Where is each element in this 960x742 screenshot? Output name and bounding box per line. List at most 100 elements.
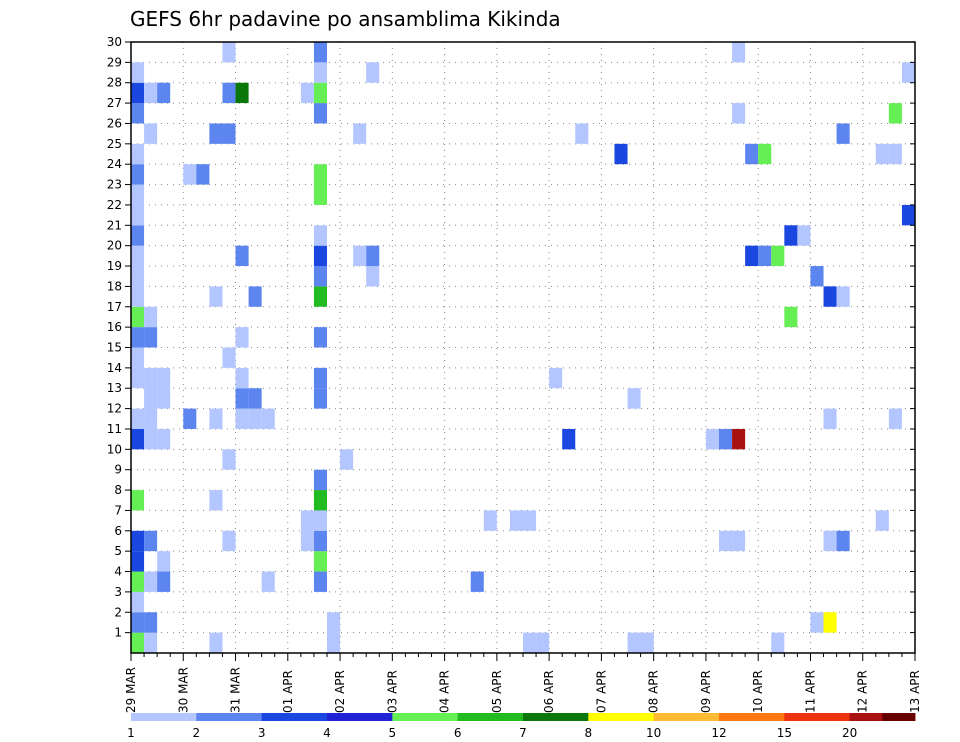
precip-cell <box>300 510 314 531</box>
precip-cell <box>209 123 223 144</box>
precip-cell <box>222 42 236 63</box>
precip-cell <box>131 408 145 429</box>
precip-cell <box>313 327 327 348</box>
precip-cell <box>131 367 145 389</box>
precip-cell <box>313 42 327 63</box>
precip-cell <box>313 103 327 124</box>
precip-cell <box>640 632 654 653</box>
precip-cell <box>131 103 145 124</box>
precip-cell <box>157 82 171 104</box>
colorbar-segment <box>784 713 851 721</box>
precip-cell <box>222 347 236 368</box>
precip-cell <box>888 143 902 165</box>
y-tick-label: 22 <box>107 198 122 212</box>
precip-cell <box>313 510 327 531</box>
x-tick-label: 12 APR <box>856 670 870 713</box>
precip-cell <box>131 204 145 226</box>
precip-cell <box>157 367 171 389</box>
colorbar-segment <box>196 713 263 721</box>
precip-cell <box>144 428 158 450</box>
precip-cell <box>313 184 327 205</box>
precip-cell <box>366 266 380 287</box>
precip-cell <box>131 164 145 185</box>
precip-cell <box>509 510 523 531</box>
precip-cell <box>248 408 262 429</box>
precip-cell <box>797 225 811 246</box>
precip-cell <box>470 571 484 592</box>
x-tick-label: 13 APR <box>908 670 922 713</box>
y-tick-label: 30 <box>107 35 122 49</box>
precip-cell <box>131 530 145 552</box>
precip-cell <box>131 225 145 246</box>
precip-cell <box>144 632 158 653</box>
precip-cell <box>313 530 327 552</box>
x-tick-label: 08 APR <box>647 670 661 713</box>
precip-cell <box>732 530 746 552</box>
precip-cell <box>300 82 314 104</box>
precip-cell <box>248 388 262 409</box>
precip-cell <box>144 530 158 552</box>
precip-cell <box>327 632 341 653</box>
precip-cell <box>131 62 145 83</box>
precip-cell <box>131 245 145 267</box>
precip-cell <box>313 571 327 592</box>
precip-cell <box>875 510 889 531</box>
precip-cell <box>758 143 772 165</box>
precip-cell <box>719 428 733 450</box>
precip-cell <box>131 347 145 368</box>
precip-cell <box>235 82 249 104</box>
colorbar-segment <box>261 713 328 721</box>
colorbar-label: 1 <box>127 726 135 740</box>
y-tick-label: 15 <box>107 341 122 355</box>
precip-cell <box>261 571 275 592</box>
precip-cell <box>209 490 223 511</box>
precip-cell <box>313 164 327 185</box>
precip-cell <box>131 327 145 348</box>
precip-cell <box>313 82 327 104</box>
precip-cell <box>313 490 327 511</box>
y-tick-label: 12 <box>107 402 122 416</box>
precip-cell <box>758 245 772 267</box>
x-axis: 29 MAR 30 MAR 31 MAR 01 APR 02 APR 03 APR 04 A… <box>124 653 922 713</box>
y-tick-label: 7 <box>114 503 122 517</box>
precip-cell <box>235 327 249 348</box>
x-tick-label: 03 APR <box>385 670 399 713</box>
colorbar-segment <box>327 713 393 721</box>
colorbar-label: 4 <box>323 726 331 740</box>
precip-cell <box>875 143 889 165</box>
precip-cell <box>144 571 158 592</box>
precip-cell <box>235 408 249 429</box>
colorbar-label: 3 <box>258 726 266 740</box>
colorbar-label: 7 <box>519 726 527 740</box>
colorbar-segment-top <box>882 713 915 721</box>
precip-cell <box>745 245 759 267</box>
y-tick-label: 20 <box>107 239 122 253</box>
y-tick-label: 27 <box>107 96 122 110</box>
colorbar-segment <box>457 713 524 721</box>
precip-cell <box>784 225 798 246</box>
precip-cell <box>131 591 145 613</box>
precip-cell <box>810 612 824 633</box>
y-tick-label: 6 <box>114 524 122 538</box>
precip-cell <box>144 408 158 429</box>
precip-cell <box>261 408 275 429</box>
x-tick-label: 05 APR <box>490 670 504 713</box>
precip-cell <box>627 632 641 653</box>
precip-cell <box>353 245 367 267</box>
precipitation-cells <box>131 42 915 653</box>
precip-cell <box>313 551 327 572</box>
x-tick-label: 30 MAR <box>176 667 190 713</box>
precip-cell <box>366 62 380 83</box>
y-tick-label: 11 <box>107 422 122 436</box>
precip-cell <box>771 245 785 267</box>
precip-cell <box>144 82 158 104</box>
precip-cell <box>222 123 236 144</box>
precip-cell <box>300 530 314 552</box>
precip-cell <box>248 286 262 307</box>
precip-cell <box>836 530 850 552</box>
precip-cell <box>131 490 145 511</box>
precip-cell <box>823 530 837 552</box>
precip-cell <box>836 123 850 144</box>
precip-cell <box>157 388 171 409</box>
